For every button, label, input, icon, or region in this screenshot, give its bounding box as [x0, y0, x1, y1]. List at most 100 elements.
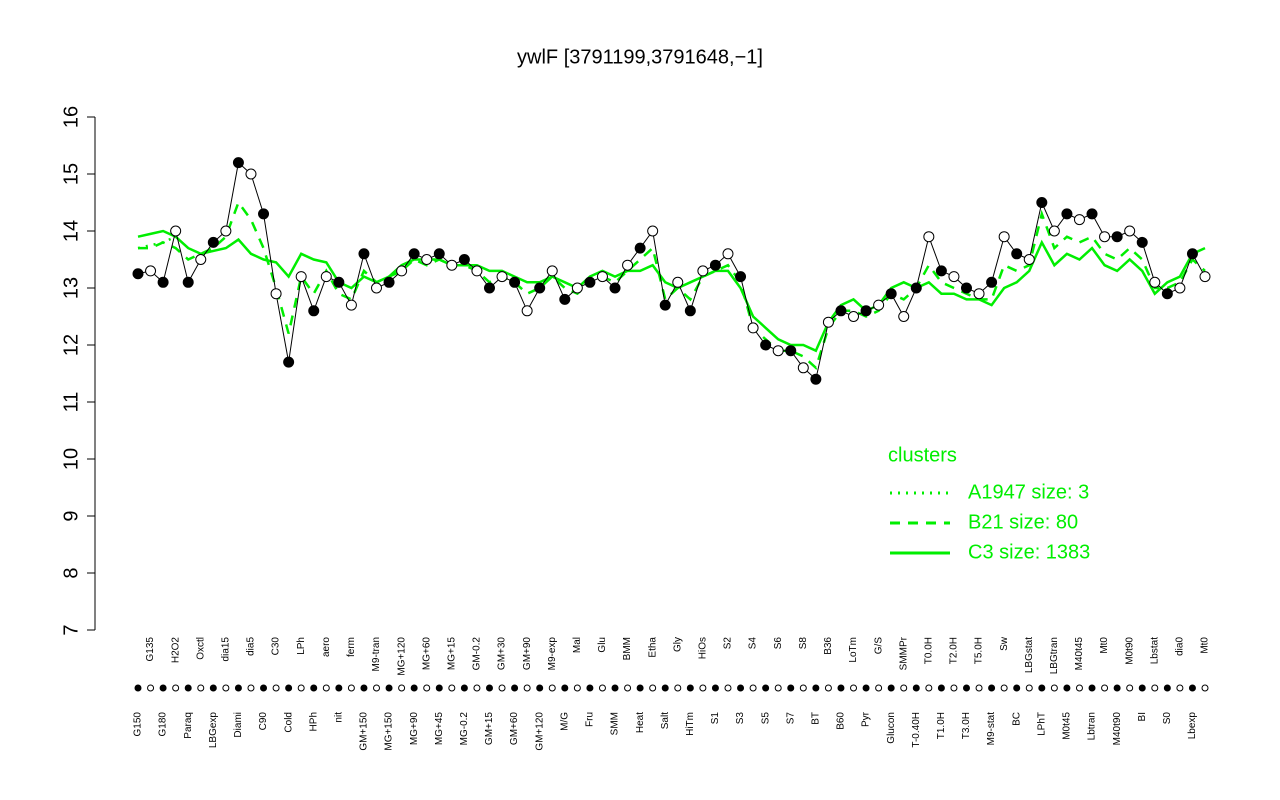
x-tick-label: S4	[748, 637, 759, 650]
y-tick-label: 9	[60, 510, 82, 521]
data-point	[170, 225, 182, 237]
data-point	[873, 299, 885, 311]
data-point	[145, 265, 157, 277]
x-tick	[1188, 684, 1196, 692]
x-tick-label: GM-0.2	[472, 637, 483, 671]
y-tick-label: 14	[60, 220, 82, 242]
data-point	[634, 242, 646, 254]
x-tick-label: Diami	[233, 712, 244, 738]
data-point	[383, 276, 395, 288]
x-tick-label: dia15	[221, 637, 232, 662]
data-point	[659, 299, 671, 311]
x-tick	[385, 684, 393, 692]
x-tick-label: M9-tran	[371, 637, 382, 671]
x-tick-label: ferm	[346, 637, 357, 657]
data-point	[848, 311, 860, 322]
x-tick	[247, 684, 255, 692]
x-tick	[624, 684, 632, 692]
x-tick	[1126, 684, 1134, 692]
x-tick-label: SMMPr	[898, 636, 909, 670]
x-tick	[1176, 684, 1184, 692]
data-point	[584, 276, 596, 288]
x-tick	[373, 684, 381, 692]
x-tick	[711, 684, 719, 692]
x-tick	[335, 684, 343, 692]
data-point	[647, 225, 659, 237]
x-tick-label: Cold	[283, 712, 294, 733]
data-point	[1199, 271, 1211, 283]
data-point	[408, 248, 420, 260]
data-point	[546, 265, 558, 277]
x-tick	[197, 684, 205, 692]
x-tick	[787, 684, 795, 692]
x-tick	[850, 684, 858, 692]
data-point	[1186, 248, 1198, 260]
x-tick	[561, 684, 569, 692]
data-point	[559, 293, 571, 305]
x-tick	[1050, 684, 1058, 692]
x-tick-label: Etha	[647, 637, 658, 658]
x-tick-label: dia5	[246, 637, 257, 656]
x-tick	[1138, 684, 1146, 692]
x-tick	[234, 684, 242, 692]
data-point	[458, 254, 470, 265]
x-tick	[423, 684, 431, 692]
x-tick-label: Lbtran	[1087, 712, 1098, 740]
x-tick-label: B60	[836, 712, 847, 730]
x-tick	[749, 684, 757, 692]
x-tick	[1013, 684, 1021, 692]
x-tick	[962, 684, 970, 692]
data-point	[396, 265, 408, 277]
x-tick-label: BMM	[622, 637, 633, 660]
x-tick-label: LPh	[296, 637, 307, 655]
data-point	[534, 282, 546, 294]
x-tick	[260, 684, 268, 692]
x-tick	[661, 684, 669, 692]
data-point	[898, 311, 910, 322]
data-point	[270, 288, 282, 300]
x-tick-label: G150	[133, 712, 144, 737]
x-tick-label: GM+30	[497, 637, 508, 671]
x-tick	[485, 684, 493, 692]
x-tick-label: SMM	[610, 712, 621, 735]
x-tick-label: S5	[760, 712, 771, 725]
x-tick	[1201, 684, 1209, 692]
x-tick	[159, 684, 167, 692]
x-tick	[611, 684, 619, 692]
data-point	[1099, 231, 1111, 243]
x-tick-label: C30	[271, 637, 282, 656]
x-tick-label: M40t90	[1112, 712, 1123, 746]
x-tick-label: B36	[823, 637, 834, 655]
data-point	[232, 157, 244, 169]
x-tick-label: T0.0H	[923, 637, 934, 664]
data-point	[1036, 197, 1048, 208]
x-tick-label: GM+60	[509, 712, 520, 746]
y-tick-label: 11	[60, 392, 82, 413]
data-point	[421, 254, 433, 265]
x-tick-label: GM+90	[522, 637, 533, 671]
x-tick-label: M0t90	[1124, 637, 1135, 665]
data-point	[308, 305, 320, 317]
chart-title: ywlF [3791199,3791648,−1]	[517, 46, 763, 68]
x-tick-label: S0	[1162, 712, 1173, 725]
x-tick	[912, 684, 920, 692]
x-tick	[674, 684, 682, 692]
x-tick	[586, 684, 594, 692]
data-point	[1048, 225, 1060, 237]
x-tick	[460, 684, 468, 692]
data-point	[622, 259, 634, 271]
x-tick	[1101, 684, 1109, 692]
data-point	[521, 305, 533, 317]
x-tick	[887, 684, 895, 692]
data-point	[960, 282, 972, 294]
x-tick	[473, 684, 481, 692]
x-tick	[297, 684, 305, 692]
x-tick-label: Mal	[572, 637, 583, 653]
x-tick-label: Mt0	[1200, 637, 1211, 654]
x-tick-label: LBGstat	[1024, 637, 1035, 673]
data-point	[760, 339, 772, 351]
x-tick-label: Lbstat	[1149, 637, 1160, 664]
y-tick-label: 12	[60, 334, 82, 356]
data-point	[973, 288, 985, 300]
legend-label: C3 size: 1383	[968, 541, 1090, 563]
